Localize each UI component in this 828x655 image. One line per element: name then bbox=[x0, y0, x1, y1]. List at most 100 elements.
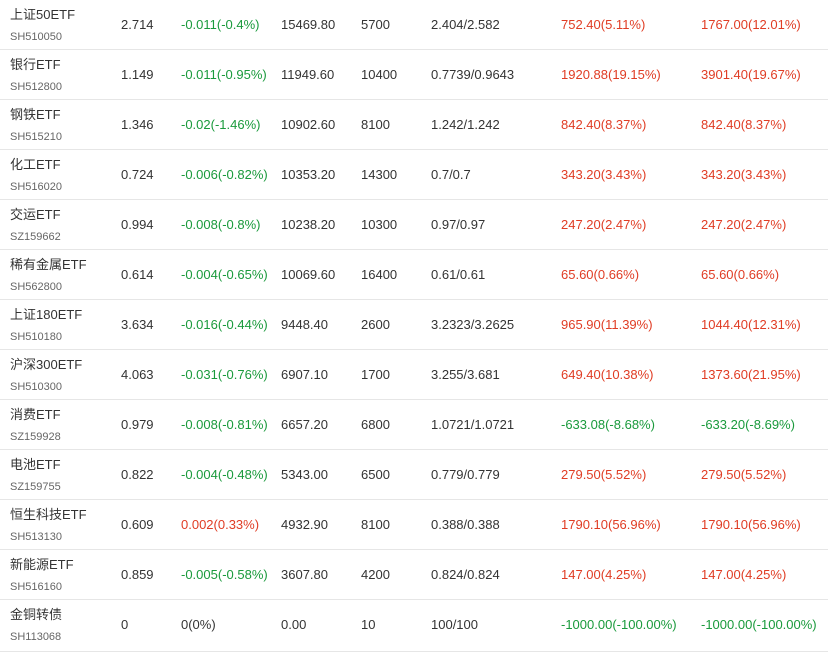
quantity-cell: 14300 bbox=[361, 167, 398, 182]
table-row[interactable]: 上证180ETF SH510180 3.634 -0.016(-0.44%) 9… bbox=[0, 300, 828, 350]
change-cell: -0.011(-0.95%) bbox=[181, 67, 267, 82]
change-cell: -0.004(-0.65%) bbox=[181, 267, 268, 282]
profit-loss-cell: 1920.88(19.15%) bbox=[561, 67, 661, 82]
security-code: SZ159662 bbox=[10, 231, 61, 243]
total-profit-loss-cell: 247.20(2.47%) bbox=[701, 217, 787, 232]
market-value-cell: 10902.60 bbox=[281, 117, 336, 132]
price-cell: 2.714 bbox=[121, 17, 154, 32]
security-name[interactable]: 金铜转债 bbox=[10, 607, 63, 622]
change-cell: -0.004(-0.48%) bbox=[181, 467, 268, 482]
profit-loss-cell: 279.50(5.52%) bbox=[561, 467, 647, 482]
security-code: SH510300 bbox=[10, 381, 62, 393]
cost-cell: 0.7/0.7 bbox=[431, 167, 471, 182]
security-name[interactable]: 电池ETF bbox=[10, 457, 61, 472]
change-cell: 0(0%) bbox=[181, 617, 216, 632]
profit-loss-cell: 1790.10(56.96%) bbox=[561, 517, 661, 532]
table-row[interactable]: 稀有金属ETF SH562800 0.614 -0.004(-0.65%) 10… bbox=[0, 250, 828, 300]
table-row[interactable]: 沪深300ETF SH510300 4.063 -0.031(-0.76%) 6… bbox=[0, 350, 828, 400]
security-name[interactable]: 钢铁ETF bbox=[10, 107, 61, 122]
security-name[interactable]: 稀有金属ETF bbox=[10, 257, 87, 272]
total-profit-loss-cell: 279.50(5.52%) bbox=[701, 467, 787, 482]
table-row[interactable]: 消费ETF SZ159928 0.979 -0.008(-0.81%) 6657… bbox=[0, 400, 828, 450]
quantity-cell: 16400 bbox=[361, 267, 398, 282]
profit-loss-cell: 842.40(8.37%) bbox=[561, 117, 647, 132]
security-name[interactable]: 交运ETF bbox=[10, 207, 61, 222]
security-code: SH512800 bbox=[10, 81, 62, 93]
total-profit-loss-cell: -1000.00(-100.00%) bbox=[701, 617, 817, 632]
security-code: SH515210 bbox=[10, 131, 62, 143]
change-cell: -0.008(-0.81%) bbox=[181, 417, 268, 432]
change-cell: -0.006(-0.82%) bbox=[181, 167, 268, 182]
price-cell: 0.994 bbox=[121, 217, 154, 232]
security-code: SH513130 bbox=[10, 531, 62, 543]
market-value-cell: 10069.60 bbox=[281, 267, 336, 282]
security-name[interactable]: 上证50ETF bbox=[10, 7, 76, 22]
market-value-cell: 10238.20 bbox=[281, 217, 336, 232]
price-cell: 0.822 bbox=[121, 467, 154, 482]
security-name[interactable]: 沪深300ETF bbox=[10, 357, 83, 372]
cost-cell: 0.824/0.824 bbox=[431, 567, 500, 582]
profit-loss-cell: 147.00(4.25%) bbox=[561, 567, 647, 582]
price-cell: 0.614 bbox=[121, 267, 154, 282]
security-name[interactable]: 消费ETF bbox=[10, 407, 61, 422]
quantity-cell: 5700 bbox=[361, 17, 390, 32]
table-row[interactable]: 化工ETF SH516020 0.724 -0.006(-0.82%) 1035… bbox=[0, 150, 828, 200]
profit-loss-cell: 65.60(0.66%) bbox=[561, 267, 640, 282]
table-row[interactable]: 银行ETF SH512800 1.149 -0.011(-0.95%) 1194… bbox=[0, 50, 828, 100]
security-code: SH510050 bbox=[10, 31, 62, 43]
market-value-cell: 4932.90 bbox=[281, 517, 328, 532]
cost-cell: 1.242/1.242 bbox=[431, 117, 500, 132]
price-cell: 1.346 bbox=[121, 117, 154, 132]
market-value-cell: 10353.20 bbox=[281, 167, 336, 182]
market-value-cell: 6657.20 bbox=[281, 417, 328, 432]
market-value-cell: 3607.80 bbox=[281, 567, 328, 582]
security-name[interactable]: 新能源ETF bbox=[10, 557, 74, 572]
cost-cell: 100/100 bbox=[431, 617, 478, 632]
total-profit-loss-cell: -633.20(-8.69%) bbox=[701, 417, 795, 432]
cost-cell: 3.2323/3.2625 bbox=[431, 317, 515, 332]
security-name[interactable]: 上证180ETF bbox=[10, 307, 83, 322]
quantity-cell: 10 bbox=[361, 617, 376, 632]
profit-loss-cell: 752.40(5.11%) bbox=[561, 17, 646, 32]
cost-cell: 0.7739/0.9643 bbox=[431, 67, 515, 82]
change-cell: -0.031(-0.76%) bbox=[181, 367, 268, 382]
cost-cell: 0.97/0.97 bbox=[431, 217, 486, 232]
change-cell: -0.008(-0.8%) bbox=[181, 217, 261, 232]
quantity-cell: 2600 bbox=[361, 317, 390, 332]
change-cell: -0.02(-1.46%) bbox=[181, 117, 261, 132]
price-cell: 0.609 bbox=[121, 517, 154, 532]
profit-loss-cell: -633.08(-8.68%) bbox=[561, 417, 655, 432]
total-profit-loss-cell: 65.60(0.66%) bbox=[701, 267, 780, 282]
profit-loss-cell: 649.40(10.38%) bbox=[561, 367, 654, 382]
security-name[interactable]: 化工ETF bbox=[10, 157, 61, 172]
price-cell: 0.724 bbox=[121, 167, 154, 182]
price-cell: 0 bbox=[121, 617, 129, 632]
profit-loss-cell: 343.20(3.43%) bbox=[561, 167, 647, 182]
cost-cell: 2.404/2.582 bbox=[431, 17, 500, 32]
change-cell: -0.005(-0.58%) bbox=[181, 567, 268, 582]
cost-cell: 1.0721/1.0721 bbox=[431, 417, 515, 432]
quantity-cell: 6800 bbox=[361, 417, 390, 432]
table-row[interactable]: 电池ETF SZ159755 0.822 -0.004(-0.48%) 5343… bbox=[0, 450, 828, 500]
profit-loss-cell: -1000.00(-100.00%) bbox=[561, 617, 677, 632]
security-name[interactable]: 银行ETF bbox=[10, 57, 61, 72]
table-row[interactable]: 新能源ETF SH516160 0.859 -0.005(-0.58%) 360… bbox=[0, 550, 828, 600]
table-row[interactable]: 恒生科技ETF SH513130 0.609 0.002(0.33%) 4932… bbox=[0, 500, 828, 550]
security-code: SH510180 bbox=[10, 331, 62, 343]
table-row[interactable]: 交运ETF SZ159662 0.994 -0.008(-0.8%) 10238… bbox=[0, 200, 828, 250]
profit-loss-cell: 965.90(11.39%) bbox=[561, 317, 653, 332]
price-cell: 0.859 bbox=[121, 567, 154, 582]
market-value-cell: 0.00 bbox=[281, 617, 307, 632]
cost-cell: 0.779/0.779 bbox=[431, 467, 500, 482]
market-value-cell: 5343.00 bbox=[281, 467, 328, 482]
table-row[interactable]: 钢铁ETF SH515210 1.346 -0.02(-1.46%) 10902… bbox=[0, 100, 828, 150]
table-row[interactable]: 上证50ETF SH510050 2.714 -0.011(-0.4%) 154… bbox=[0, 0, 828, 50]
table-row[interactable]: 金铜转债 SH113068 0 0(0%) 0.00 10 100/100 -1… bbox=[0, 600, 828, 652]
security-code: SH516160 bbox=[10, 581, 62, 593]
change-cell: 0.002(0.33%) bbox=[181, 517, 260, 532]
security-name[interactable]: 恒生科技ETF bbox=[10, 507, 87, 522]
security-code: SZ159928 bbox=[10, 431, 61, 443]
total-profit-loss-cell: 1790.10(56.96%) bbox=[701, 517, 801, 532]
quantity-cell: 8100 bbox=[361, 517, 390, 532]
